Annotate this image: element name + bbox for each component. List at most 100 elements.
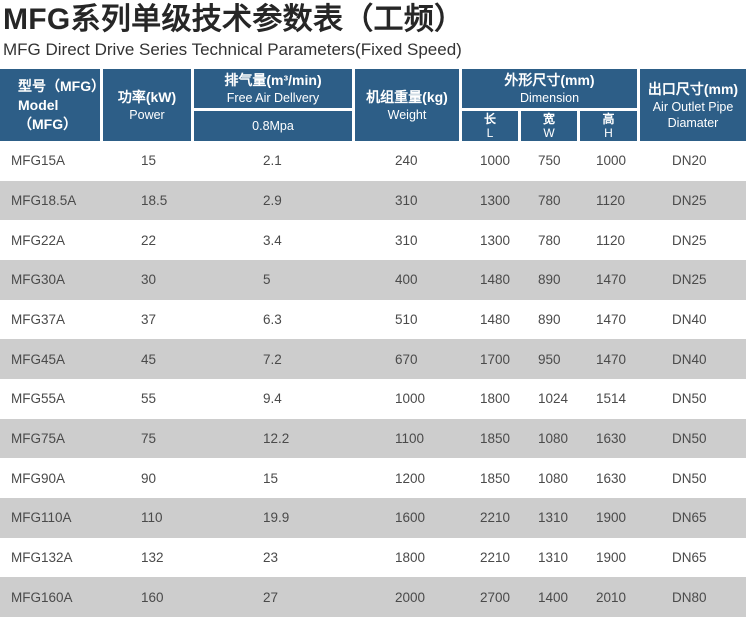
outlet-cell: DN20 (672, 153, 707, 169)
length-cell: 1700 (480, 351, 511, 367)
width-cell: 1080 (538, 430, 569, 446)
page-subtitle: MFG Direct Drive Series Technical Parame… (3, 40, 462, 59)
model-cell: MFG37A (11, 311, 66, 327)
length-cell: 1300 (480, 232, 511, 248)
height-cell: 1470 (596, 311, 627, 327)
header-power-zh: 功率(kW) (117, 88, 177, 105)
height-cell: 1630 (596, 430, 627, 446)
length-cell: 2700 (480, 589, 511, 605)
header-height: 高 H (580, 111, 640, 141)
height-cell: 1514 (596, 391, 627, 407)
model-cell: MFG18.5A (11, 192, 77, 208)
weight-cell: 310 (395, 192, 418, 208)
free-air-cell: 6.3 (263, 311, 282, 327)
width-cell: 1310 (538, 549, 569, 565)
table-header: 型号（MFG） Model（MFG） 功率(kW) Power 排气量(m³/m… (0, 69, 746, 141)
power-cell: 55 (141, 391, 157, 407)
power-cell: 18.5 (141, 192, 168, 208)
header-weight: 机组重量(kg) Weight (355, 69, 462, 141)
header-length: 长 L (462, 111, 521, 141)
free-air-cell: 12.2 (263, 430, 290, 446)
width-cell: 780 (538, 192, 561, 208)
width-cell: 1080 (538, 470, 569, 486)
length-cell: 1850 (480, 470, 511, 486)
header-weight-zh: 机组重量(kg) (366, 88, 448, 105)
outlet-cell: DN80 (672, 589, 707, 605)
header-height-en: H (604, 126, 613, 140)
power-cell: 132 (141, 549, 164, 565)
model-cell: MFG110A (11, 510, 72, 526)
free-air-cell: 7.2 (263, 351, 282, 367)
weight-cell: 2000 (395, 589, 426, 605)
height-cell: 1900 (596, 549, 627, 565)
weight-cell: 1100 (395, 430, 425, 446)
weight-cell: 310 (395, 232, 418, 248)
model-cell: MFG90A (11, 470, 66, 486)
width-cell: 950 (538, 351, 561, 367)
header-outlet-en: Air Outlet Pipe Diamater (652, 99, 734, 130)
length-cell: 1850 (480, 430, 511, 446)
model-cell: MFG55A (11, 391, 66, 407)
weight-cell: 1000 (395, 391, 426, 407)
header-dimension: 外形尺寸(mm) Dimension (462, 69, 640, 108)
header-width-en: W (543, 126, 555, 140)
table-row: MFG18.5A 18.5 2.9 310 1300 780 1120 DN25 (0, 180, 746, 221)
height-cell: 2010 (596, 589, 627, 605)
free-air-cell: 5 (263, 272, 271, 288)
width-cell: 1310 (538, 510, 569, 526)
model-cell: MFG75A (11, 430, 66, 446)
table-body: MFG15A 15 2.1 240 1000 750 1000 DN20 MFG… (0, 141, 746, 617)
header-model: 型号（MFG） Model（MFG） (0, 69, 105, 141)
free-air-cell: 15 (263, 470, 279, 486)
power-cell: 110 (141, 510, 163, 526)
power-cell: 160 (141, 589, 164, 605)
model-cell: MFG22A (11, 232, 66, 248)
free-air-cell: 2.1 (263, 153, 282, 169)
outlet-cell: DN50 (672, 430, 707, 446)
width-cell: 890 (538, 272, 561, 288)
power-cell: 75 (141, 430, 157, 446)
header-model-en: Model（MFG） (18, 96, 78, 132)
height-cell: 1120 (596, 232, 626, 248)
header-free-air: 排气量(m³/min) Free Air Dellvery (194, 69, 355, 108)
table-row: MFG30A 30 5 400 1480 890 1470 DN25 (0, 259, 746, 300)
table-row: MFG22A 22 3.4 310 1300 780 1120 DN25 (0, 220, 746, 260)
table-row: MFG37A 37 6.3 510 1480 890 1470 DN40 (0, 299, 746, 340)
width-cell: 1400 (538, 589, 569, 605)
length-cell: 1800 (480, 391, 511, 407)
height-cell: 1470 (596, 272, 627, 288)
header-free-air-en: Free Air Dellvery (226, 91, 320, 105)
free-air-cell: 9.4 (263, 391, 282, 407)
weight-cell: 400 (395, 272, 418, 288)
header-length-zh: 长 (483, 112, 496, 126)
outlet-cell: DN25 (672, 272, 707, 288)
outlet-cell: DN25 (672, 232, 707, 248)
width-cell: 890 (538, 311, 561, 327)
header-power-en: Power (129, 107, 165, 122)
title-block: MFG系列单级技术参数表（工频） MFG Direct Drive Series… (0, 0, 746, 69)
height-cell: 1120 (596, 192, 626, 208)
height-cell: 1630 (596, 470, 627, 486)
width-cell: 780 (538, 232, 561, 248)
length-cell: 1300 (480, 192, 511, 208)
table-row: MFG132A 132 23 1800 2210 1310 1900 DN65 (0, 537, 746, 578)
header-free-air-pressure: 0.8Mpa (194, 111, 355, 141)
power-cell: 15 (141, 153, 157, 169)
table-row: MFG55A 55 9.4 1000 1800 1024 1514 DN50 (0, 378, 746, 419)
outlet-cell: DN50 (672, 470, 707, 486)
model-cell: MFG132A (11, 549, 73, 565)
header-power: 功率(kW) Power (103, 69, 194, 141)
length-cell: 1480 (480, 311, 511, 327)
model-cell: MFG45A (11, 351, 66, 367)
outlet-cell: DN40 (672, 311, 707, 327)
free-air-cell: 23 (263, 549, 279, 565)
outlet-cell: DN25 (672, 192, 707, 208)
outlet-cell: DN50 (672, 391, 707, 407)
outlet-cell: DN40 (672, 351, 707, 367)
header-dimension-zh: 外形尺寸(mm) (504, 72, 595, 88)
height-cell: 1470 (596, 351, 627, 367)
header-outlet-zh: 出口尺寸(mm) (647, 80, 739, 97)
length-cell: 2210 (480, 549, 511, 565)
page-title: MFG系列单级技术参数表（工频） (3, 3, 465, 36)
